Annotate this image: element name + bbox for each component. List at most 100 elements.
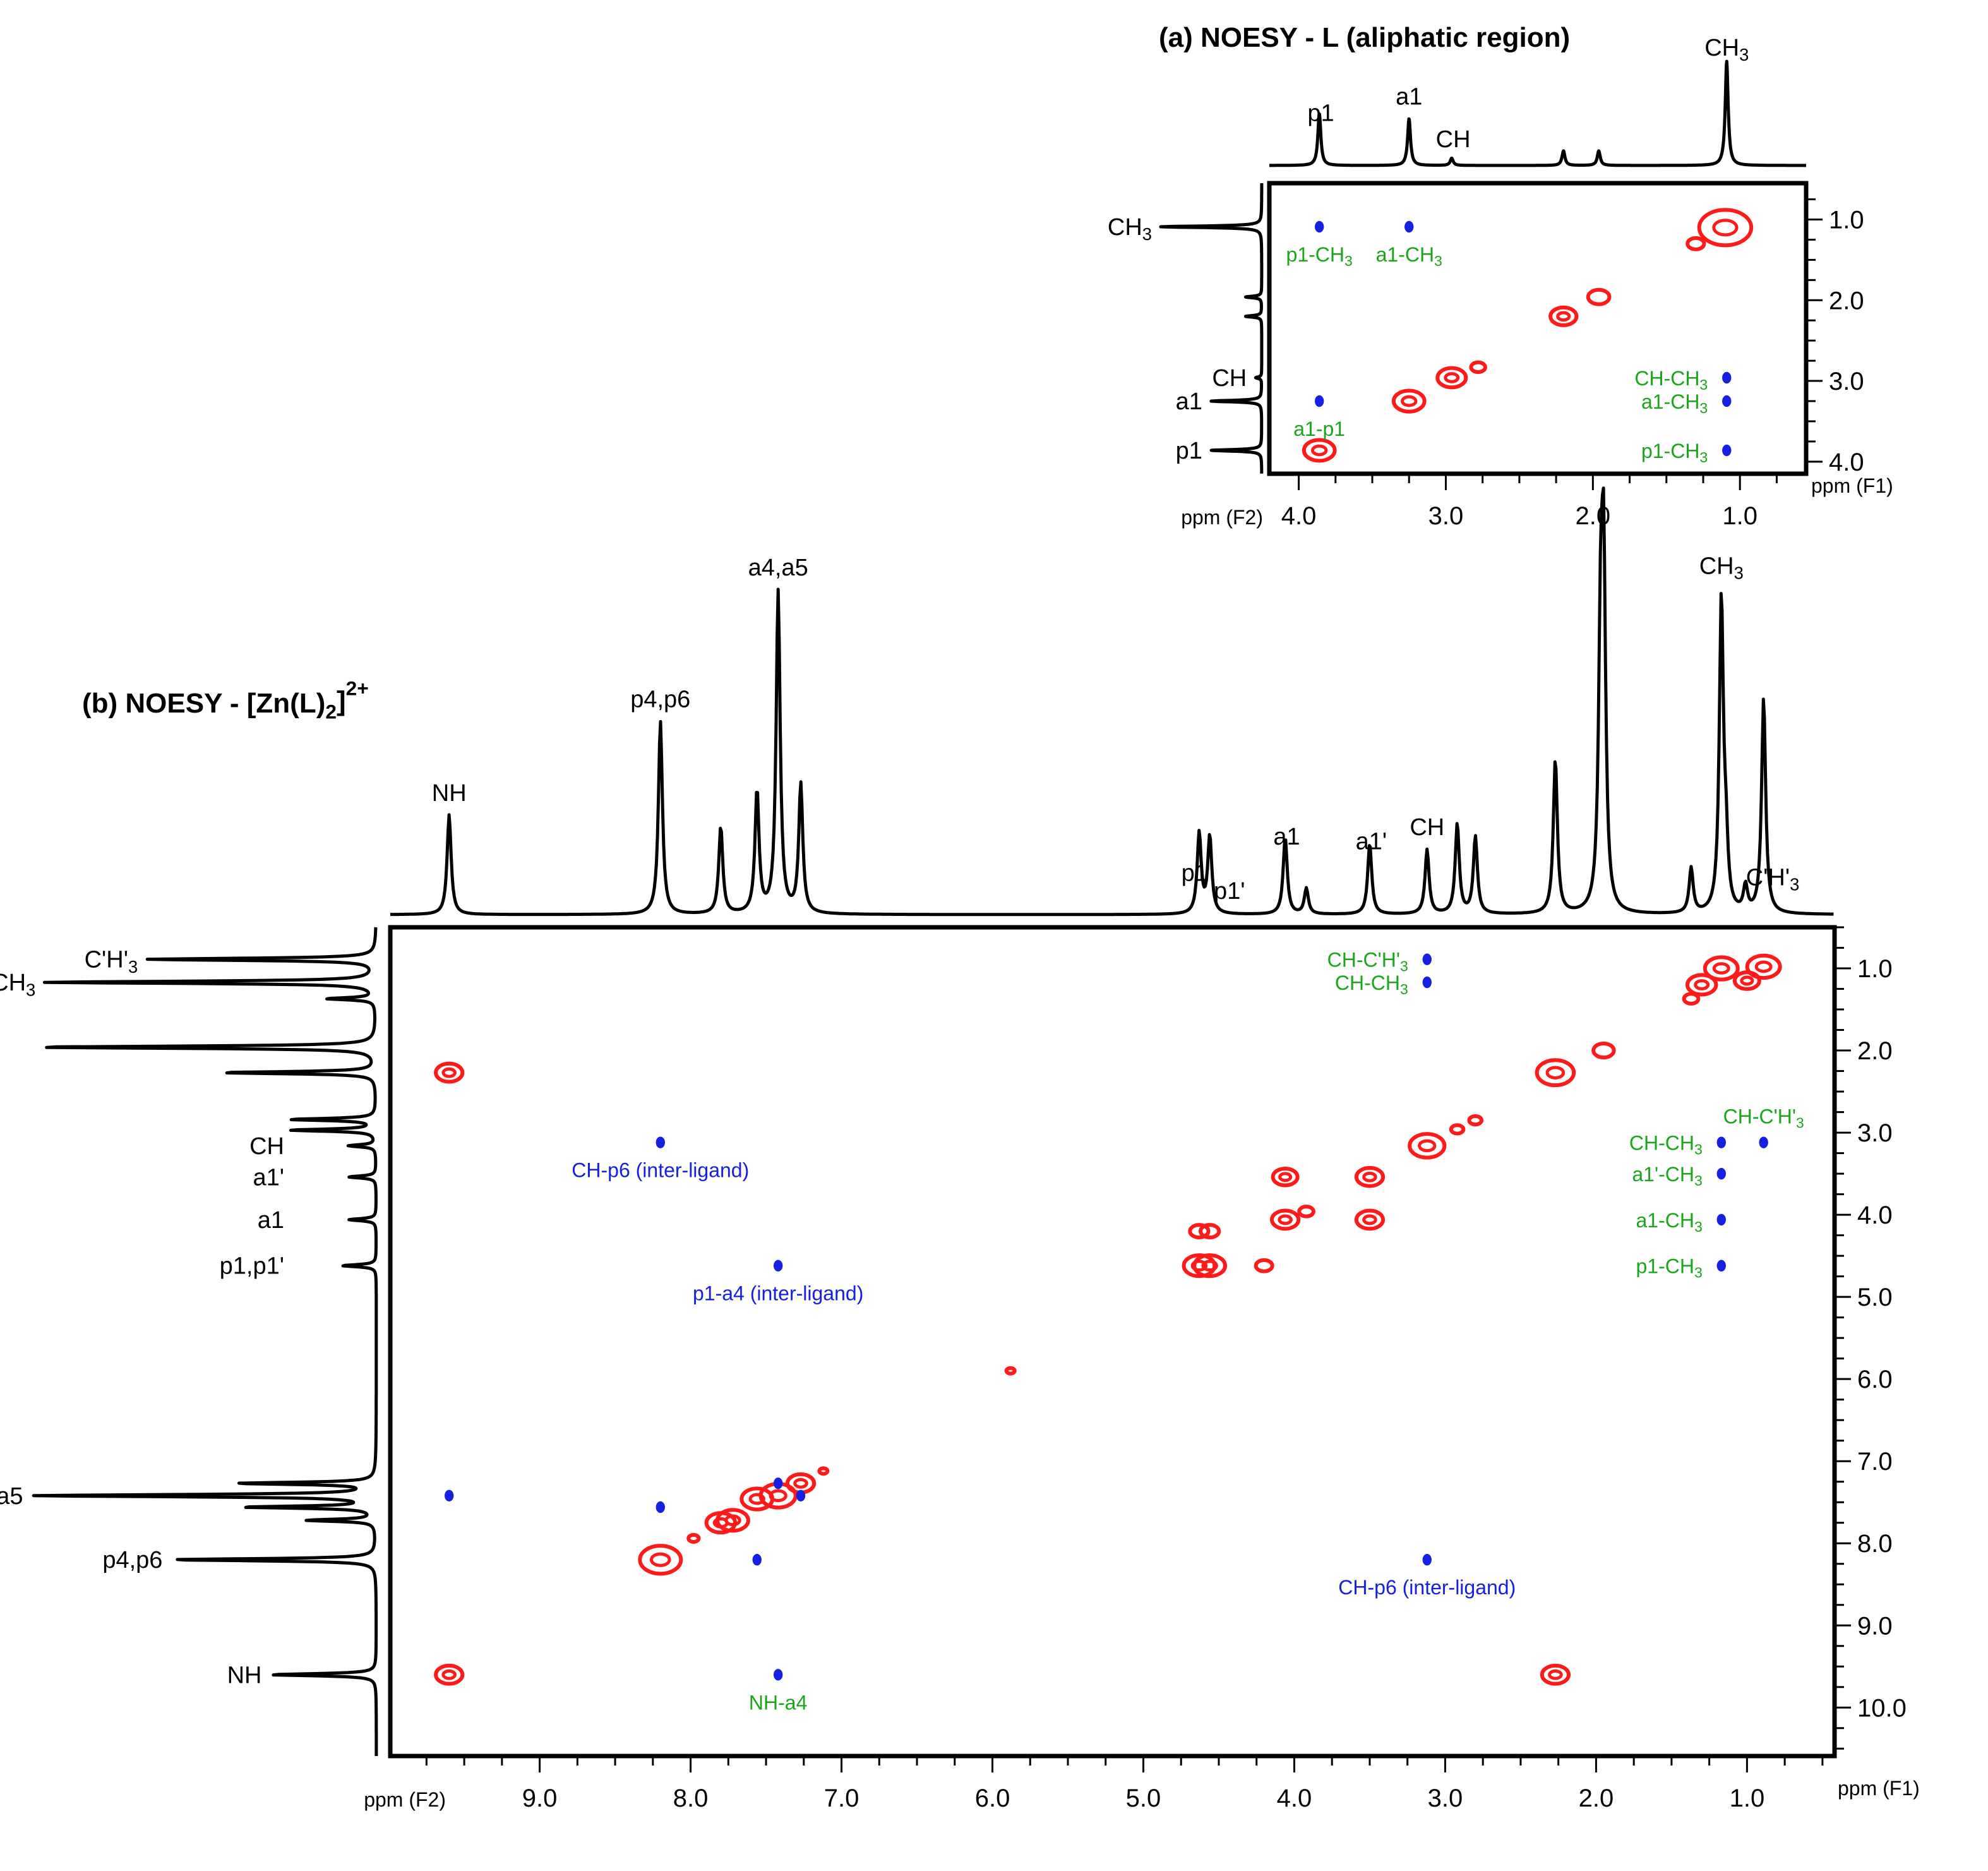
cross-peak-label-text: p1-CH [1641, 440, 1699, 462]
side-1d-spectrum [1159, 181, 1264, 475]
top-peak-label-text: p1' [1214, 878, 1245, 905]
cross-peak [1314, 395, 1324, 407]
cross-peak-label: p1-CH3 [1636, 1255, 1702, 1281]
side-peak-label: p1,p1' [220, 1253, 284, 1280]
diagonal-peak [1408, 1132, 1447, 1160]
top-peak-label: a1' [1356, 829, 1387, 855]
top-peak-label-text: p4,p6 [630, 686, 690, 713]
cross-peak [1422, 976, 1432, 989]
diagonal-peak [1182, 1253, 1217, 1278]
y-tick-label: 1.0 [1829, 207, 1864, 234]
diagonal-peak-inner-contour [1201, 1260, 1218, 1272]
cross-peak-label: a1-CH3 [1641, 390, 1708, 416]
x-tick-label: 2.0 [1579, 1784, 1614, 1812]
top-peak-label-text: CH [1410, 814, 1444, 841]
diagonal-peak-inner-contour [1362, 1171, 1377, 1182]
cross-peak-label: CH-C'H'3 [1327, 949, 1408, 975]
diagonal-peak-inner-contour [1418, 1139, 1437, 1153]
diagonal-peak-inner-contour [1740, 975, 1754, 986]
cross-peak-label: a1-CH3 [1636, 1209, 1702, 1235]
diagonal-peak [1199, 1223, 1221, 1240]
cross-peak [1722, 395, 1732, 407]
cross-peak-label-text: a1-CH [1376, 243, 1434, 266]
diagonal-peak [1435, 366, 1468, 390]
cross-peak-label-subscript: 3 [1400, 981, 1408, 997]
cross-peak-label-text: p1-a4 (inter-ligand) [693, 1282, 863, 1305]
diagonal-peak [1703, 955, 1740, 982]
y-axis-label: ppm (F1) [1838, 1777, 1920, 1800]
diagonal-peak-inner-contour [1548, 1669, 1563, 1680]
cross-peak-label: CH-CH3 [1634, 367, 1708, 393]
diagonal-peak [686, 1532, 701, 1544]
x-axis-label: ppm (F2) [364, 1788, 446, 1811]
cross-peak-label-text: NH-a4 [749, 1691, 807, 1714]
x-axis-label: ppm (F2) [1181, 506, 1263, 529]
diagonal-peak-inner-contour [1545, 1066, 1566, 1080]
cross-peak [1716, 1167, 1726, 1180]
cross-peak-label-text: CH-p6 (inter-ligand) [572, 1159, 749, 1182]
chart-title-superscript: 2+ [346, 677, 369, 700]
y-tick-label: 2.0 [1829, 287, 1864, 315]
cross-peak-label: p1-CH3 [1286, 243, 1353, 269]
top-peak-label: CH [1410, 814, 1444, 841]
diagonal-peak-inner-contour [1444, 372, 1460, 383]
diagonal-peak [1254, 1258, 1274, 1273]
cross-peak-label: CH-C'H'3 [1723, 1105, 1804, 1131]
diagonal-peak [1682, 992, 1701, 1006]
cross-peak [445, 1489, 454, 1502]
diagonal-peak [1192, 1253, 1228, 1278]
chart-title-subscript: 2 [325, 701, 337, 723]
diagonal-peak-inner-contour [1310, 444, 1328, 457]
y-tick-label: 8.0 [1857, 1530, 1893, 1558]
cross-peak-label-text: p1-CH [1286, 243, 1344, 266]
cross-peak [1422, 953, 1432, 965]
side-peak-label-text: CH [1108, 214, 1142, 241]
y-tick-label: 4.0 [1829, 448, 1864, 476]
cross-peak-label-subscript: 3 [1694, 1172, 1703, 1189]
diagonal-peak [1535, 1058, 1576, 1088]
side-peak-label-text: NH [227, 1662, 262, 1688]
diagonal-peak [1697, 208, 1754, 248]
top-peak-label-subscript: 3 [1739, 45, 1749, 64]
plot-frame [388, 925, 1837, 1759]
chart-title: (a) NOESY - L (aliphatic region) [1159, 22, 1570, 53]
side-peak-label-subscript: 3 [26, 980, 35, 999]
side-peak-label: p4,p6 [102, 1547, 162, 1573]
side-peak-label: CH [249, 1133, 284, 1160]
top-peak-label-text: CH [1699, 553, 1734, 580]
cross-peak-label-subscript: 3 [1699, 400, 1708, 416]
cross-peak [773, 1477, 783, 1489]
side-peak-label: NH [227, 1662, 262, 1688]
side-peak-label-subscript: 3 [128, 957, 138, 977]
diagonal-peak [740, 1486, 775, 1512]
diagonal-peak-inner-contour [748, 1493, 765, 1505]
y-tick-label: 9.0 [1857, 1612, 1893, 1640]
cross-peak [773, 1669, 783, 1681]
cross-peak [752, 1554, 762, 1566]
side-1d-spectrum [32, 926, 378, 1757]
diagonal-peak-inner-contour [441, 1067, 457, 1078]
side-peak-label: p1 [1176, 438, 1202, 464]
cross-peak-label-text: a1-CH [1636, 1209, 1694, 1232]
diagonal-peak [1685, 973, 1718, 997]
cross-peak-label-text: a1-p1 [1293, 418, 1345, 440]
side-peak-label-subscript: 3 [1142, 224, 1152, 244]
cross-peak-label-text: CH-CH [1629, 1132, 1694, 1155]
cross-peak-label: a1'-CH3 [1632, 1163, 1702, 1189]
diagonal-peak-inner-contour [1362, 1214, 1377, 1225]
diagonal-peak-inner-contour [649, 1552, 671, 1567]
inter-ligand-cross-peak [656, 1136, 665, 1148]
y-tick-label: 10.0 [1857, 1694, 1907, 1722]
top-peak-label: CH3 [1704, 35, 1749, 64]
cross-peak-label: CH-CH3 [1335, 972, 1408, 997]
diagonal-peak [1354, 1165, 1386, 1188]
side-peak-label: a4,a5 [0, 1483, 23, 1510]
cross-peak-label-text: CH-CH [1335, 972, 1400, 994]
cross-peak-label: a1-p1 [1293, 418, 1345, 440]
diagonal-peak [1586, 287, 1612, 306]
diagonal-peak [434, 1663, 465, 1686]
y-tick-label: 7.0 [1857, 1448, 1893, 1476]
y-tick-label: 3.0 [1857, 1119, 1893, 1147]
